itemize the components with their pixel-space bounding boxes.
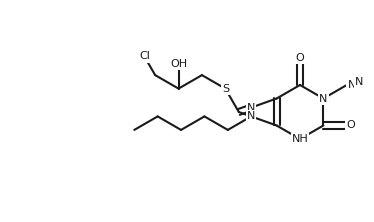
Text: S: S bbox=[222, 84, 229, 94]
Text: O: O bbox=[295, 53, 304, 63]
Text: Cl: Cl bbox=[139, 52, 150, 61]
Text: N: N bbox=[247, 103, 255, 113]
Text: NH: NH bbox=[292, 134, 309, 144]
Text: OH: OH bbox=[170, 59, 187, 69]
Text: N: N bbox=[319, 93, 328, 103]
Text: N: N bbox=[355, 77, 363, 87]
Text: O: O bbox=[346, 121, 355, 131]
Text: N: N bbox=[247, 111, 255, 121]
Text: N: N bbox=[347, 80, 356, 90]
